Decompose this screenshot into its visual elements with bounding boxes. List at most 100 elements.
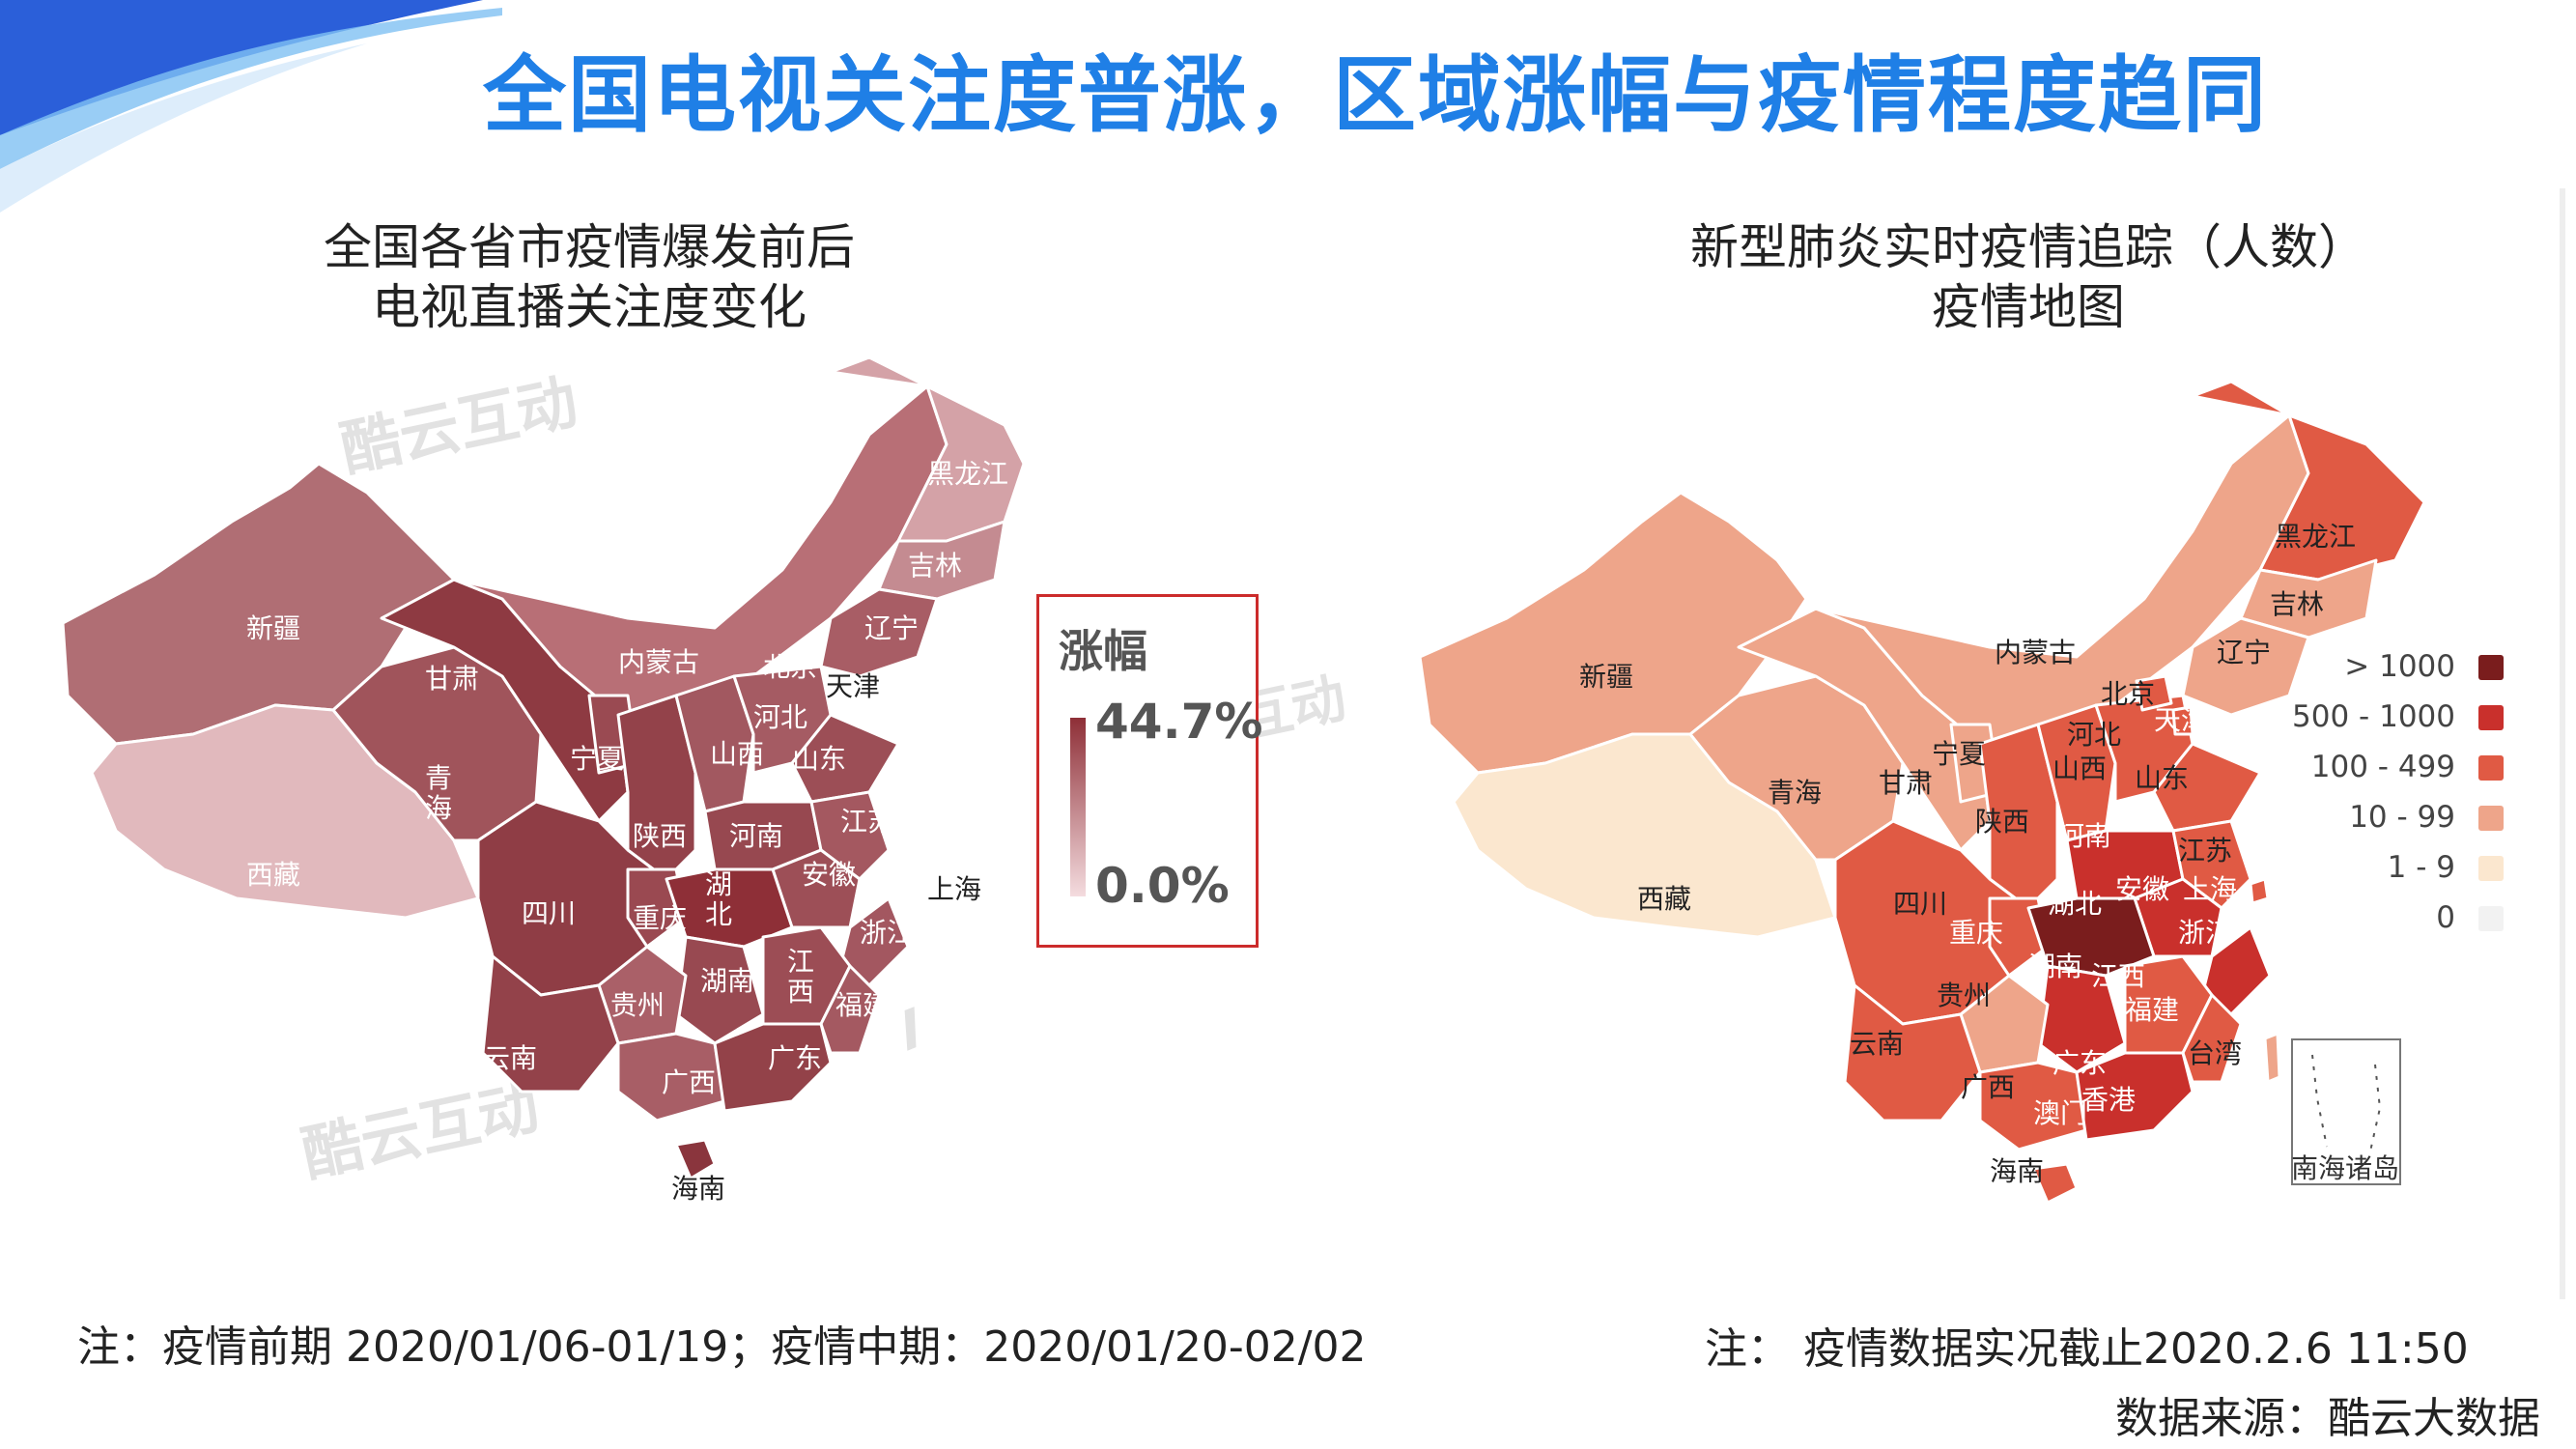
map-label-xinjiang: 新疆	[1579, 661, 1633, 693]
left-china-map: 新疆 西藏 青海 甘肃 内蒙古 黑龙江 吉林 辽宁 北京 天津 河北 山西 山东…	[61, 355, 1026, 1205]
map-label-jiangsu: 江苏	[840, 806, 894, 838]
map-label-hunan: 湖南	[700, 965, 754, 997]
map-label-hubei: 湖北	[2048, 888, 2102, 920]
legend-label: 10 - 99	[2349, 800, 2455, 835]
map-label-guangdong: 广东	[768, 1042, 822, 1074]
legend-label: 500 - 1000	[2292, 699, 2455, 734]
map-label-guizhou: 贵州	[610, 989, 665, 1021]
map-label-shaanxi: 陕西	[1975, 806, 2029, 838]
map-label-shanghai: 上海	[927, 873, 981, 905]
legend-swatch	[2478, 705, 2504, 730]
map-label-xinjiang: 新疆	[246, 612, 300, 644]
map-label-qinghai: 青海	[425, 762, 452, 824]
map-label-anhui: 安徽	[2115, 873, 2169, 905]
legend-gradient-bar	[1070, 718, 1086, 896]
right-title-line2: 疫情地图	[1932, 279, 2125, 335]
map-label-tianjin: 天津	[2154, 704, 2208, 736]
map-label-xizang: 西藏	[1637, 883, 1691, 915]
inset-label: 南海诸岛	[2291, 1152, 2400, 1184]
legend-label: 0	[2436, 900, 2455, 935]
map-label-hebei: 河北	[753, 701, 807, 733]
map-label-ningxia: 宁夏	[1932, 738, 1986, 770]
map-label-shanxi: 山西	[710, 738, 764, 770]
legend-row-10-99: 10 - 99	[2250, 798, 2540, 848]
map-label-taiwan: 台湾	[2188, 1037, 2242, 1069]
region-yunnan	[481, 954, 620, 1094]
map-label-jiangxi: 江西	[787, 946, 814, 1008]
map-label-shanxi: 山西	[2052, 753, 2107, 784]
map-label-zhejiang: 浙江	[2178, 917, 2232, 949]
page-title: 全国电视关注度普涨，区域涨幅与疫情程度趋同	[483, 47, 2268, 144]
map-label-heilongjiang: 黑龙江	[2275, 521, 2356, 553]
map-label-chongqing: 重庆	[1949, 917, 2003, 949]
left-panel-title: 全国各省市疫情爆发前后 电视直播关注度变化	[319, 217, 860, 337]
map-label-jilin: 吉林	[2270, 588, 2324, 620]
map-label-sichuan: 四川	[522, 897, 576, 929]
inset-dashes	[2311, 1054, 2382, 1152]
map-label-zhejiang: 浙江	[860, 917, 914, 949]
map-label-yunnan: 云南	[483, 1042, 537, 1074]
legend-swatch	[2478, 755, 2504, 781]
map-label-liaoning: 辽宁	[2217, 637, 2271, 668]
legend-swatch	[2478, 856, 2504, 881]
right-panel-title: 新型肺炎实时疫情追踪（人数） 疫情地图	[1681, 217, 2376, 337]
map-label-ningxia: 宁夏	[570, 743, 624, 775]
region-hainan	[2031, 1162, 2079, 1205]
data-source: 数据来源：酷云大数据	[2115, 1394, 2540, 1443]
map-label-liaoning: 辽宁	[864, 612, 919, 644]
region-heilongjiang	[2191, 380, 2426, 582]
map-label-hunan: 湖南	[2028, 951, 2082, 982]
map-label-jilin: 吉林	[908, 550, 962, 582]
region-shandong	[790, 713, 900, 804]
map-label-fujian: 福建	[2125, 994, 2179, 1026]
map-label-heilongjiang: 黑龙江	[927, 458, 1008, 490]
region-guangdong	[713, 1022, 833, 1113]
legend-label: > 1000	[2344, 649, 2455, 684]
map-label-jiangsu: 江苏	[2178, 835, 2232, 867]
legend-label: 1 - 9	[2387, 850, 2455, 885]
map-label-hainan: 海南	[671, 1173, 725, 1205]
left-title-line2: 电视直播关注度变化	[372, 279, 807, 335]
map-label-henan: 河南	[2057, 820, 2111, 852]
map-label-tianjin: 天津	[826, 670, 880, 702]
map-label-shandong: 山东	[792, 743, 846, 775]
map-label-beijing: 北京	[763, 651, 817, 683]
legend-row-100-499: 100 - 499	[2250, 748, 2540, 798]
legend-swatch	[2478, 806, 2504, 831]
map-label-chongqing: 重庆	[633, 902, 687, 934]
legend-row-500-1000: 500 - 1000	[2250, 697, 2540, 748]
legend-row-0: 0	[2250, 898, 2540, 949]
region-shandong	[2152, 742, 2262, 833]
map-label-hubei: 湖北	[705, 868, 732, 930]
region-guangdong	[2075, 1051, 2194, 1142]
map-label-anhui: 安徽	[802, 859, 856, 891]
region-taiwan	[901, 1003, 920, 1055]
legend-min-value: 0.0%	[1095, 858, 1230, 914]
map-label-qinghai: 青海	[1768, 777, 1822, 809]
legend-row-gt1000: > 1000	[2250, 647, 2540, 697]
region-yunnan	[1843, 983, 1982, 1122]
south-china-sea-inset	[2291, 1038, 2401, 1185]
map-label-neimenggu: 内蒙古	[618, 646, 699, 678]
map-label-guizhou: 贵州	[1937, 980, 1991, 1011]
map-label-jiangxi: 江西	[2091, 960, 2145, 992]
right-title-line1: 新型肺炎实时疫情追踪（人数）	[1690, 219, 2366, 275]
legend-row-1-9: 1 - 9	[2250, 848, 2540, 898]
map-label-guangxi: 广西	[662, 1066, 716, 1098]
map-label-guangxi: 广西	[1961, 1071, 2015, 1103]
right-edge-strip	[2560, 188, 2565, 1299]
map-label-neimenggu: 内蒙古	[1995, 637, 2076, 668]
legend-label: 100 - 499	[2310, 750, 2455, 784]
region-tianjin	[2171, 705, 2194, 736]
region-taiwan	[2263, 1032, 2281, 1084]
legend-swatch	[2478, 906, 2504, 931]
map-label-hainan: 海南	[1990, 1155, 2044, 1187]
corner-decoration	[0, 0, 502, 213]
map-label-guangdong: 广东	[2052, 1047, 2107, 1079]
map-label-fujian: 福建	[835, 989, 890, 1021]
map-label-sichuan: 四川	[1893, 888, 1947, 920]
legend-title: 涨幅	[1059, 625, 1147, 677]
map-label-gansu: 甘肃	[1879, 767, 1933, 799]
map-label-shandong: 山东	[2135, 762, 2189, 794]
right-footnote: 注： 疫情数据实况截止2020.2.6 11:50	[1705, 1324, 2469, 1374]
